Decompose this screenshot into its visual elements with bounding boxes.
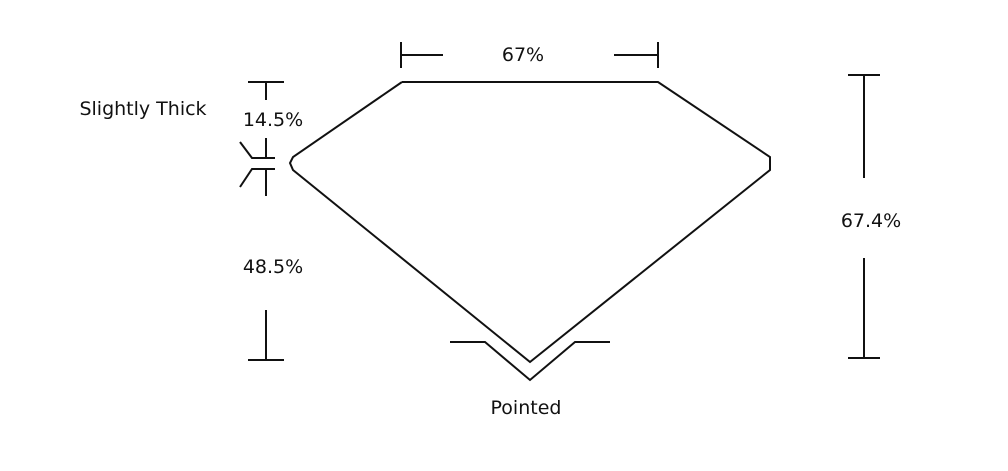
- gem-outline: [288, 81, 771, 364]
- total-depth-dimension: [848, 74, 880, 359]
- table-label: 67%: [501, 44, 545, 66]
- pavilion-depth-label: 48.5%: [242, 256, 304, 278]
- crown-height-label: 14.5%: [242, 109, 304, 131]
- crown-height-dimension: [248, 81, 284, 158]
- girdle-marker: [239, 141, 275, 188]
- total-depth-label: 67.4%: [840, 210, 902, 232]
- table-dimension: [400, 42, 659, 68]
- girdle-label: Slightly Thick: [79, 98, 207, 120]
- culet-marker: [450, 341, 610, 382]
- pavilion-depth-dimension: [248, 169, 284, 361]
- culet-label: Pointed: [490, 397, 562, 419]
